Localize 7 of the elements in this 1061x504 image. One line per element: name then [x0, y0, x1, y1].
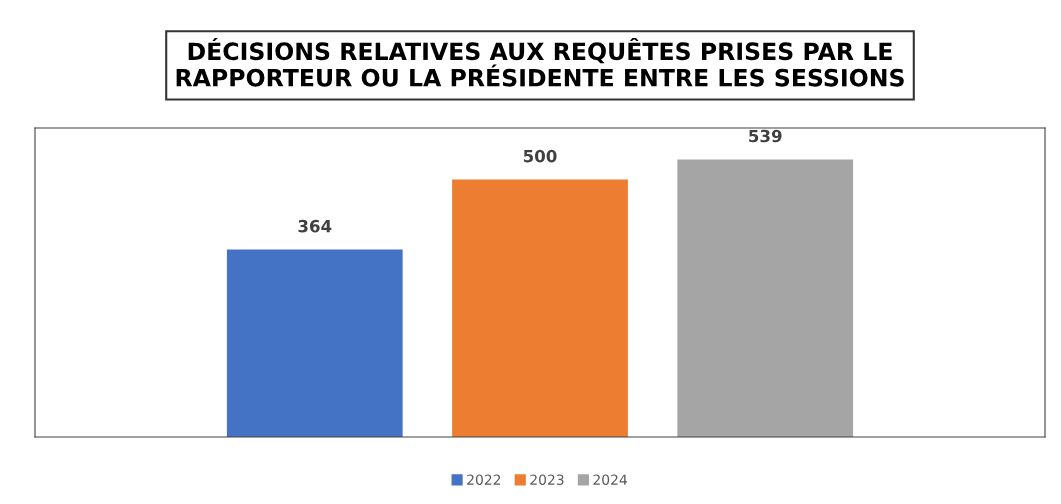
legend-label: 2022	[467, 474, 501, 485]
chart-title: DÉCISIONS RELATIVES AUX REQUÊTES PRISES PAR LE RAPPORTEUR OU LA PRÉSIDENTE ENTRE LES SESSIONS	[176, 38, 904, 87]
data-label: 539	[749, 129, 782, 143]
data-label: 364	[298, 219, 332, 233]
legend-label: 2024	[593, 474, 627, 485]
data-label: 500	[523, 149, 557, 163]
legend-label: 2023	[530, 474, 564, 485]
